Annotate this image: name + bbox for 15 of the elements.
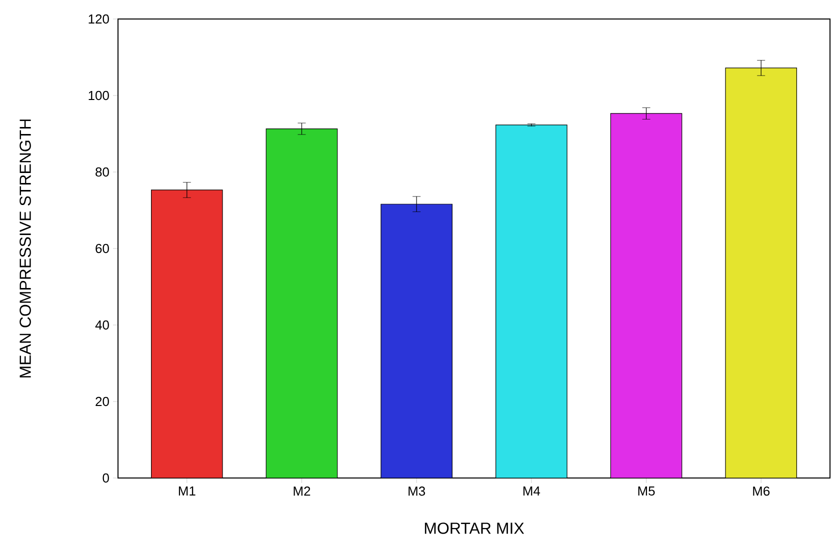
- y-tick-label: 100: [88, 90, 109, 100]
- x-tick-label: M1: [178, 486, 196, 496]
- y-tick-label: 40: [95, 320, 109, 330]
- y-tick-label: 60: [96, 244, 109, 254]
- y-tick-label: 20: [96, 396, 109, 406]
- x-axis-title: MORTAR MIX: [424, 522, 524, 534]
- x-tick-label: M6: [753, 486, 770, 496]
- x-tick-label: M2: [294, 486, 310, 496]
- x-tick-label: M3: [408, 486, 426, 496]
- y-tick-label: 80: [96, 167, 109, 177]
- x-tick-label: M5: [638, 486, 655, 496]
- y-tick-label: 0: [102, 473, 109, 483]
- y-axis-title: MEAN COMPRESSIVE STRENGTH: [20, 120, 31, 378]
- y-tick-label: 120: [88, 14, 109, 24]
- x-tick-label: M4: [523, 486, 540, 496]
